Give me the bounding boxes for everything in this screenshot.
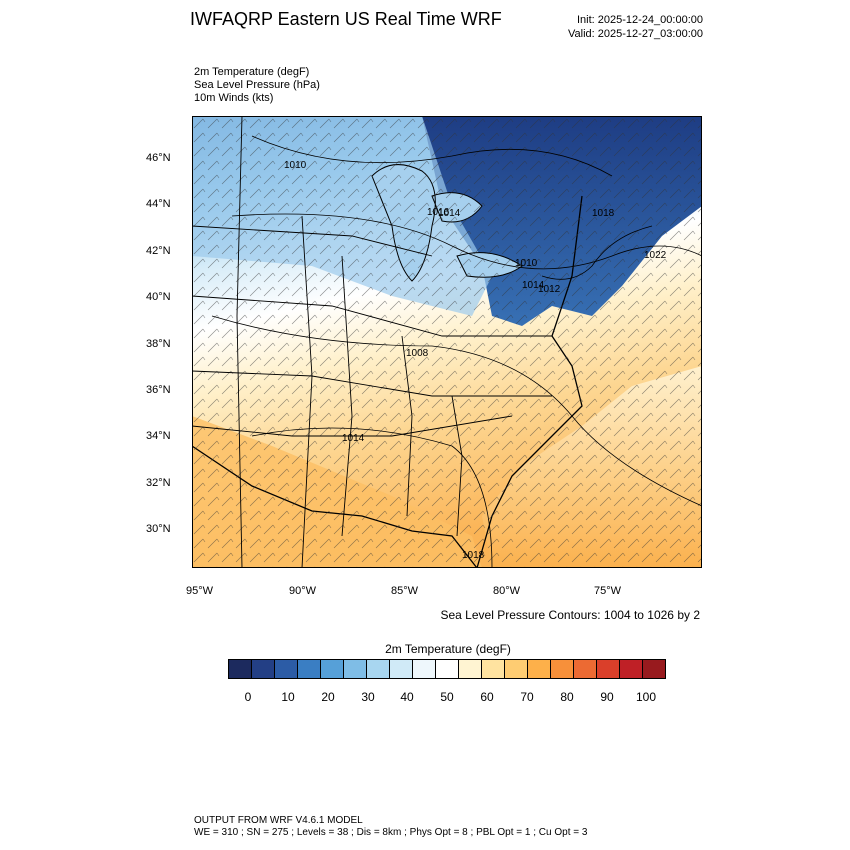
colorbar: [228, 659, 666, 679]
colorbar-title: 2m Temperature (degF): [385, 642, 511, 656]
colorbar-tick-label: 30: [361, 690, 375, 704]
colorbar-swatch: [436, 660, 459, 678]
init-valid-times: Init: 2025-12-24_00:00:00 Valid: 2025-12…: [540, 13, 703, 41]
latitude-label: 46°N: [146, 152, 171, 164]
isobar-label: 1018: [462, 550, 485, 561]
colorbar-tick-label: 80: [560, 690, 574, 704]
colorbar-tick-label: 60: [480, 690, 494, 704]
latitude-label: 44°N: [146, 198, 171, 210]
isobar-label: 1010: [515, 258, 538, 269]
latitude-label: 42°N: [146, 245, 171, 257]
colorbar-swatch: [643, 660, 665, 678]
field-temperature: 2m Temperature (degF): [194, 66, 310, 78]
colorbar-swatch: [528, 660, 551, 678]
colorbar-swatch: [482, 660, 505, 678]
longitude-label: 75°W: [594, 585, 622, 597]
pressure-contours: [211, 135, 702, 568]
longitude-label: 95°W: [186, 585, 214, 597]
isobar-label: 1014: [438, 208, 461, 219]
colorbar-swatch: [597, 660, 620, 678]
colorbar-swatch: [229, 660, 252, 678]
colorbar-tick-label: 40: [400, 690, 414, 704]
slp-contour-note: Sea Level Pressure Contours: 1004 to 102…: [440, 608, 701, 622]
isobar-labels: 1010 1014 1008 1012 1016 1018 1022 1010 1014 1014…: [284, 160, 667, 561]
colorbar-tick-label: 90: [600, 690, 614, 704]
longitude-label: 85°W: [391, 585, 419, 597]
weather-map: 1010 1014 1008 1012 1016 1018 1022 1010 1014 1014…: [192, 116, 702, 568]
isobar-label: 1014: [342, 433, 365, 444]
colorbar-swatch: [298, 660, 321, 678]
field-pressure: Sea Level Pressure (hPa): [194, 79, 320, 91]
colorbar-swatch: [390, 660, 413, 678]
colorbar-tick-label: 20: [321, 690, 335, 704]
model-footer: OUTPUT FROM WRF V4.6.1 MODEL WE = 310 ; …: [194, 815, 587, 839]
isobar-label: 1008: [406, 348, 429, 359]
colorbar-swatch: [551, 660, 574, 678]
wind-barbs: [192, 116, 702, 568]
colorbar-swatch: [252, 660, 275, 678]
colorbar-swatch: [413, 660, 436, 678]
longitude-label: 80°W: [493, 585, 521, 597]
page-title: IWFAQRP Eastern US Real Time WRF: [190, 9, 502, 29]
colorbar-swatch: [574, 660, 597, 678]
isobar-label: 1022: [644, 250, 667, 261]
colorbar-swatch: [321, 660, 344, 678]
isobar-label: 1014: [522, 280, 545, 291]
latitude-label: 30°N: [146, 523, 171, 535]
map-border: [192, 116, 702, 568]
latitude-label: 34°N: [146, 430, 171, 442]
colorbar-tick-label: 0: [244, 690, 252, 704]
latitude-label: 40°N: [146, 291, 171, 303]
latitude-label: 36°N: [146, 384, 171, 396]
footer-config: WE = 310 ; SN = 275 ; Levels = 38 ; Dis …: [194, 827, 588, 838]
isobar-label: 1010: [284, 160, 307, 171]
field-winds: 10m Winds (kts): [194, 92, 274, 104]
colorbar-tick-label: 10: [281, 690, 295, 704]
footer-model: OUTPUT FROM WRF V4.6.1 MODEL: [194, 815, 363, 826]
colorbar-swatch: [505, 660, 528, 678]
colorbar-swatch: [620, 660, 643, 678]
longitude-label: 90°W: [289, 585, 317, 597]
latitude-label: 38°N: [146, 338, 171, 350]
colorbar-tick-label: 70: [520, 690, 534, 704]
valid-time: Valid: 2025-12-27_03:00:00: [568, 28, 703, 40]
colorbar-swatch: [459, 660, 482, 678]
colorbar-swatch: [344, 660, 367, 678]
isobar-label: 1012: [538, 284, 561, 295]
latitude-label: 32°N: [146, 477, 171, 489]
field-list: 2m Temperature (degF) Sea Level Pressure…: [194, 66, 320, 105]
state-borders: [192, 116, 552, 568]
colorbar-swatch: [367, 660, 390, 678]
colorbar-tick-label: 50: [440, 690, 454, 704]
colorbar-tick-label: 100: [635, 690, 657, 704]
init-time: Init: 2025-12-24_00:00:00: [577, 14, 703, 26]
colorbar-swatch: [275, 660, 298, 678]
isobar-label: 1016: [427, 207, 450, 218]
isobar-label: 1018: [592, 208, 615, 219]
